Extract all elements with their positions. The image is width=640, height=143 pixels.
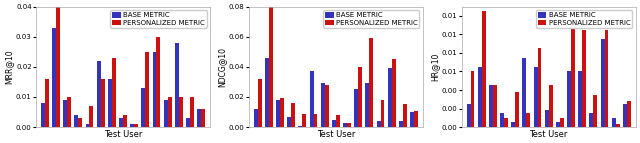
Bar [623,104,627,127]
Bar [365,83,369,127]
Bar [179,97,183,127]
Bar [314,114,317,127]
Bar [504,118,508,127]
Bar [478,67,482,127]
Bar [175,43,179,127]
Bar [538,48,541,127]
Bar [90,106,93,127]
X-axis label: Test User: Test User [104,130,142,139]
Bar [164,100,168,127]
Bar [616,124,620,127]
Bar [41,103,45,127]
Bar [74,115,78,127]
Bar [522,58,526,127]
Bar [403,105,407,127]
Bar [571,25,575,127]
Bar [582,30,586,127]
Bar [201,109,205,127]
Bar [392,59,396,127]
X-axis label: Test User: Test User [529,130,568,139]
Bar [324,85,328,127]
Bar [269,0,273,127]
Bar [482,11,486,127]
Bar [355,89,358,127]
Bar [86,124,90,127]
Bar [556,122,560,127]
Bar [414,111,418,127]
Bar [63,100,67,127]
Bar [152,52,157,127]
Bar [358,67,362,127]
Bar [123,115,127,127]
Bar [265,58,269,127]
Bar [567,72,571,127]
X-axis label: Test User: Test User [317,130,355,139]
Legend: BASE METRIC, PERSONALIZED METRIC: BASE METRIC, PERSONALIZED METRIC [323,10,419,28]
Bar [515,92,519,127]
Legend: BASE METRIC, PERSONALIZED METRIC: BASE METRIC, PERSONALIZED METRIC [110,10,207,28]
Bar [287,117,291,127]
Bar [467,104,470,127]
Bar [291,103,295,127]
Bar [100,79,104,127]
Bar [548,85,552,127]
Bar [605,30,609,127]
Bar [579,72,582,127]
Bar [336,115,340,127]
Bar [332,120,336,127]
Bar [526,113,531,127]
Bar [45,79,49,127]
Bar [560,118,564,127]
Bar [186,118,190,127]
Bar [276,100,280,127]
Bar [381,100,385,127]
Bar [627,101,631,127]
Bar [141,88,145,127]
Bar [298,126,302,127]
Bar [168,97,172,127]
Bar [302,114,307,127]
Bar [593,95,597,127]
Bar [56,0,60,127]
Bar [511,122,515,127]
Bar [310,71,314,127]
Bar [134,124,138,127]
Bar [376,121,381,127]
Bar [500,113,504,127]
Bar [534,67,538,127]
Bar [97,61,100,127]
Bar [67,97,71,127]
Bar [493,85,497,127]
Bar [369,38,373,127]
Y-axis label: MRR@10: MRR@10 [4,49,13,84]
Bar [130,124,134,127]
Bar [410,112,414,127]
Bar [119,118,123,127]
Y-axis label: HR@10: HR@10 [430,53,439,81]
Legend: BASE METRIC, PERSONALIZED METRIC: BASE METRIC, PERSONALIZED METRIC [536,10,632,28]
Y-axis label: NDCG@10: NDCG@10 [217,47,226,87]
Bar [157,37,161,127]
Bar [190,97,194,127]
Bar [108,79,112,127]
Bar [258,79,262,127]
Bar [589,113,593,127]
Bar [321,83,324,127]
Bar [343,123,347,127]
Bar [612,118,616,127]
Bar [280,99,284,127]
Bar [601,39,605,127]
Bar [52,28,56,127]
Bar [253,109,258,127]
Bar [347,123,351,127]
Bar [78,118,82,127]
Bar [545,110,548,127]
Bar [112,58,116,127]
Bar [145,52,149,127]
Bar [470,72,474,127]
Bar [388,68,392,127]
Bar [489,85,493,127]
Bar [399,121,403,127]
Bar [197,109,201,127]
